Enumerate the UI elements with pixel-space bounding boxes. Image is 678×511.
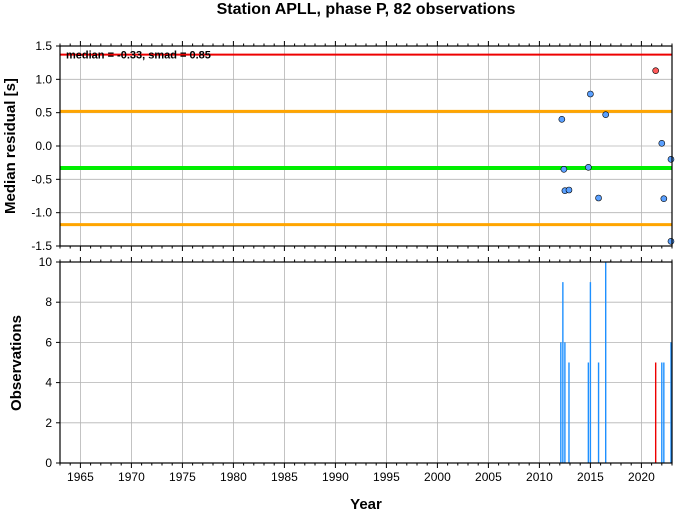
residual-point — [560, 166, 568, 173]
y-tick-label: -0.5 — [31, 172, 52, 186]
x-tick-label: 1990 — [322, 470, 349, 484]
y-tick-label: 4 — [45, 376, 52, 390]
chart-title: Station APLL, phase P, 82 observations — [217, 1, 516, 18]
x-tick-label: 1980 — [220, 470, 247, 484]
y-tick-label: 0.0 — [35, 139, 52, 153]
x-tick-label: 2000 — [424, 470, 451, 484]
x-tick-label: 2005 — [475, 470, 502, 484]
y-tick-label: 2 — [45, 416, 52, 430]
stats-annotation: median = -0.33, smad = 0.85 — [66, 50, 211, 62]
x-tick-label: 2010 — [526, 470, 553, 484]
residual-point — [658, 140, 666, 147]
x-tick-label: 1985 — [271, 470, 298, 484]
plot-frame — [59, 45, 673, 247]
x-tick-label: 1975 — [169, 470, 196, 484]
residual-point — [652, 67, 659, 74]
top-y-axis-label: Median residual [s] — [2, 78, 19, 214]
x-tick-label: 2015 — [577, 470, 604, 484]
x-tick-label: 1995 — [373, 470, 400, 484]
residual-point — [558, 116, 566, 123]
residual-point — [660, 195, 668, 202]
y-tick-label: -1.0 — [31, 206, 52, 220]
y-tick-label: 0 — [45, 456, 52, 470]
residual-point — [587, 90, 594, 98]
residual-point — [565, 186, 573, 194]
y-tick-label: 1.0 — [35, 72, 52, 86]
residual-panel: -1.5 -1.0 -0.5 0.0 0.5 1.0 1.5 median = -0.33, … — [31, 39, 675, 253]
y-tick-label: 0.5 — [35, 106, 52, 120]
x-tick-label: 2020 — [628, 470, 655, 484]
x-axis-label: Year — [350, 496, 382, 511]
residual-point — [585, 164, 592, 171]
residual-point — [602, 111, 610, 118]
x-tick-label: 1965 — [67, 470, 94, 484]
y-tick-label: 1.5 — [35, 39, 52, 53]
x-tick-label: 1970 — [118, 470, 145, 484]
residual-point — [667, 156, 675, 163]
y-tick-label: 6 — [45, 335, 52, 349]
plot-frame — [59, 261, 673, 464]
residual-point — [667, 238, 675, 245]
y-tick-label: 10 — [39, 255, 53, 269]
residual-point — [595, 194, 602, 202]
bottom-y-axis-label: Observations — [8, 315, 25, 411]
y-tick-label: -1.5 — [31, 239, 52, 253]
observations-panel: 0 2 4 6 8 10 1965 1970 1975 1980 1985 1990 1995 2000 2… — [39, 255, 673, 484]
y-tick-label: 8 — [45, 295, 52, 309]
